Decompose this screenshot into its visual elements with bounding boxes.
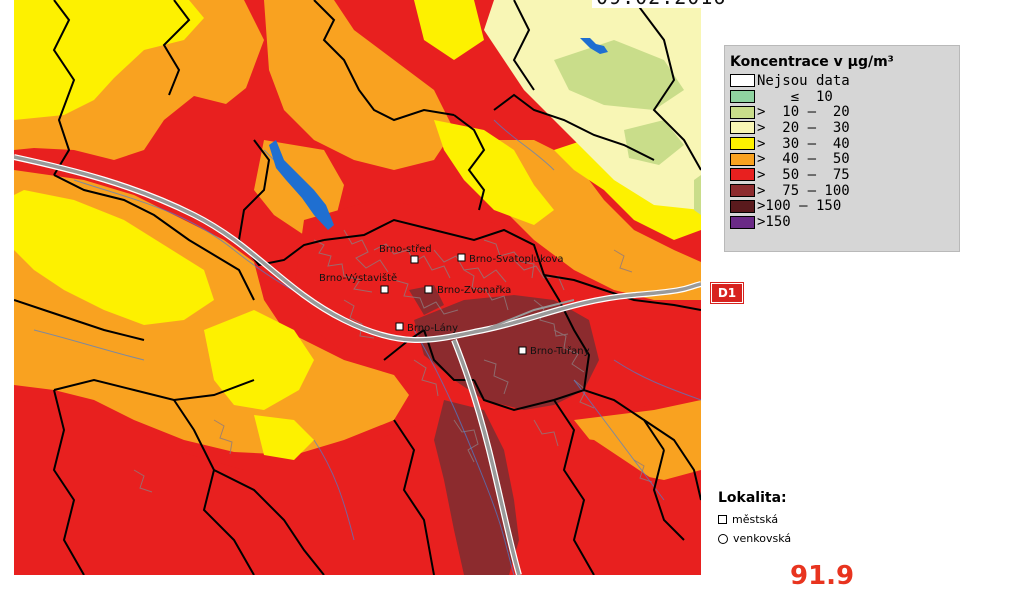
station-label-vystaviste: Brno-Výstaviště bbox=[319, 272, 397, 284]
legend-rows: Nejsou data ≤ 10 > 10 – 20 > 20 – 30 > 30 –… bbox=[730, 73, 959, 230]
station-marker-zvonarka[interactable] bbox=[424, 285, 433, 294]
station-label-stred: Brno-střed bbox=[379, 243, 432, 255]
station-markers: Brno-střed Brno-Svatoplukova Brno-Výstav… bbox=[319, 243, 590, 357]
legend-label: >100 – 150 bbox=[757, 198, 842, 215]
concentration-legend: Koncentrace v µg/m³ Nejsou data ≤ 10 > 10… bbox=[724, 45, 960, 252]
legend-label: > 20 – 30 bbox=[757, 119, 850, 136]
station-label-svatoplukova: Brno-Svatoplukova bbox=[469, 254, 564, 265]
station-marker-svatoplukova[interactable] bbox=[457, 253, 466, 262]
legend-swatch bbox=[730, 168, 755, 182]
legend-label: ≤ 10 bbox=[757, 88, 833, 105]
locality-rural: venkovská bbox=[718, 529, 791, 548]
highways bbox=[14, 154, 701, 575]
locality-title: Lokalita: bbox=[718, 490, 787, 506]
legend-row: ≤ 10 bbox=[730, 89, 959, 105]
station-label-lany: Brno-Lány bbox=[407, 322, 458, 334]
legend-label: >150 bbox=[757, 214, 791, 231]
legend-label: > 30 – 40 bbox=[757, 135, 850, 152]
station-label-turany: Brno-Tuřany bbox=[530, 345, 590, 357]
map-svg: Brno-střed Brno-Svatoplukova Brno-Výstav… bbox=[14, 0, 701, 575]
legend-label: Nejsou data bbox=[757, 72, 850, 89]
legend-swatch bbox=[730, 74, 755, 88]
legend-row: > 20 – 30 bbox=[730, 120, 959, 136]
legend-row: > 30 – 40 bbox=[730, 136, 959, 152]
corner-value: 91.9 bbox=[790, 561, 855, 591]
reservoir-water bbox=[269, 140, 334, 230]
legend-label: > 50 – 75 bbox=[757, 166, 850, 183]
legend-row: > 50 – 75 bbox=[730, 167, 959, 183]
legend-title: Koncentrace v µg/m³ bbox=[730, 54, 894, 70]
highway-d1-badge: D1 bbox=[710, 282, 744, 304]
concentration-map[interactable]: Brno-střed Brno-Svatoplukova Brno-Výstav… bbox=[14, 0, 701, 575]
locality-urban-label: městská bbox=[732, 513, 779, 526]
legend-swatch bbox=[730, 152, 755, 166]
legend-row: > 10 – 20 bbox=[730, 104, 959, 120]
station-label-zvonarka: Brno-Zvonařka bbox=[437, 284, 511, 296]
legend-swatch bbox=[730, 105, 755, 119]
legend-row: Nejsou data bbox=[730, 73, 959, 89]
locality-legend: Lokalita: městská venkovská bbox=[718, 490, 791, 548]
locality-rural-label: venkovská bbox=[733, 532, 792, 545]
pond-water bbox=[580, 38, 608, 54]
station-marker-lany[interactable] bbox=[395, 322, 404, 331]
station-marker-turany[interactable] bbox=[518, 346, 527, 355]
legend-row: >150 bbox=[730, 214, 959, 230]
circle-icon bbox=[718, 533, 728, 544]
square-icon bbox=[718, 515, 727, 524]
legend-row: >100 – 150 bbox=[730, 198, 959, 215]
locality-urban: městská bbox=[718, 510, 791, 529]
zone-10-20 bbox=[554, 40, 701, 215]
legend-swatch bbox=[730, 90, 755, 104]
legend-swatch bbox=[730, 184, 755, 198]
station-marker-stred[interactable] bbox=[410, 255, 419, 264]
legend-label: > 40 – 50 bbox=[757, 151, 850, 168]
legend-swatch bbox=[730, 199, 755, 213]
date-label: 09.02.2016 bbox=[592, 0, 731, 8]
legend-row: > 75 – 100 bbox=[730, 183, 959, 199]
legend-label: > 10 – 20 bbox=[757, 104, 850, 121]
legend-swatch bbox=[730, 215, 755, 229]
legend-swatch bbox=[730, 137, 755, 151]
district-boundaries bbox=[14, 0, 701, 575]
legend-row: > 40 – 50 bbox=[730, 151, 959, 167]
legend-swatch bbox=[730, 121, 755, 135]
urban-texture bbox=[133, 229, 653, 493]
legend-label: > 75 – 100 bbox=[757, 182, 850, 199]
station-marker-vystaviste[interactable] bbox=[380, 285, 389, 294]
